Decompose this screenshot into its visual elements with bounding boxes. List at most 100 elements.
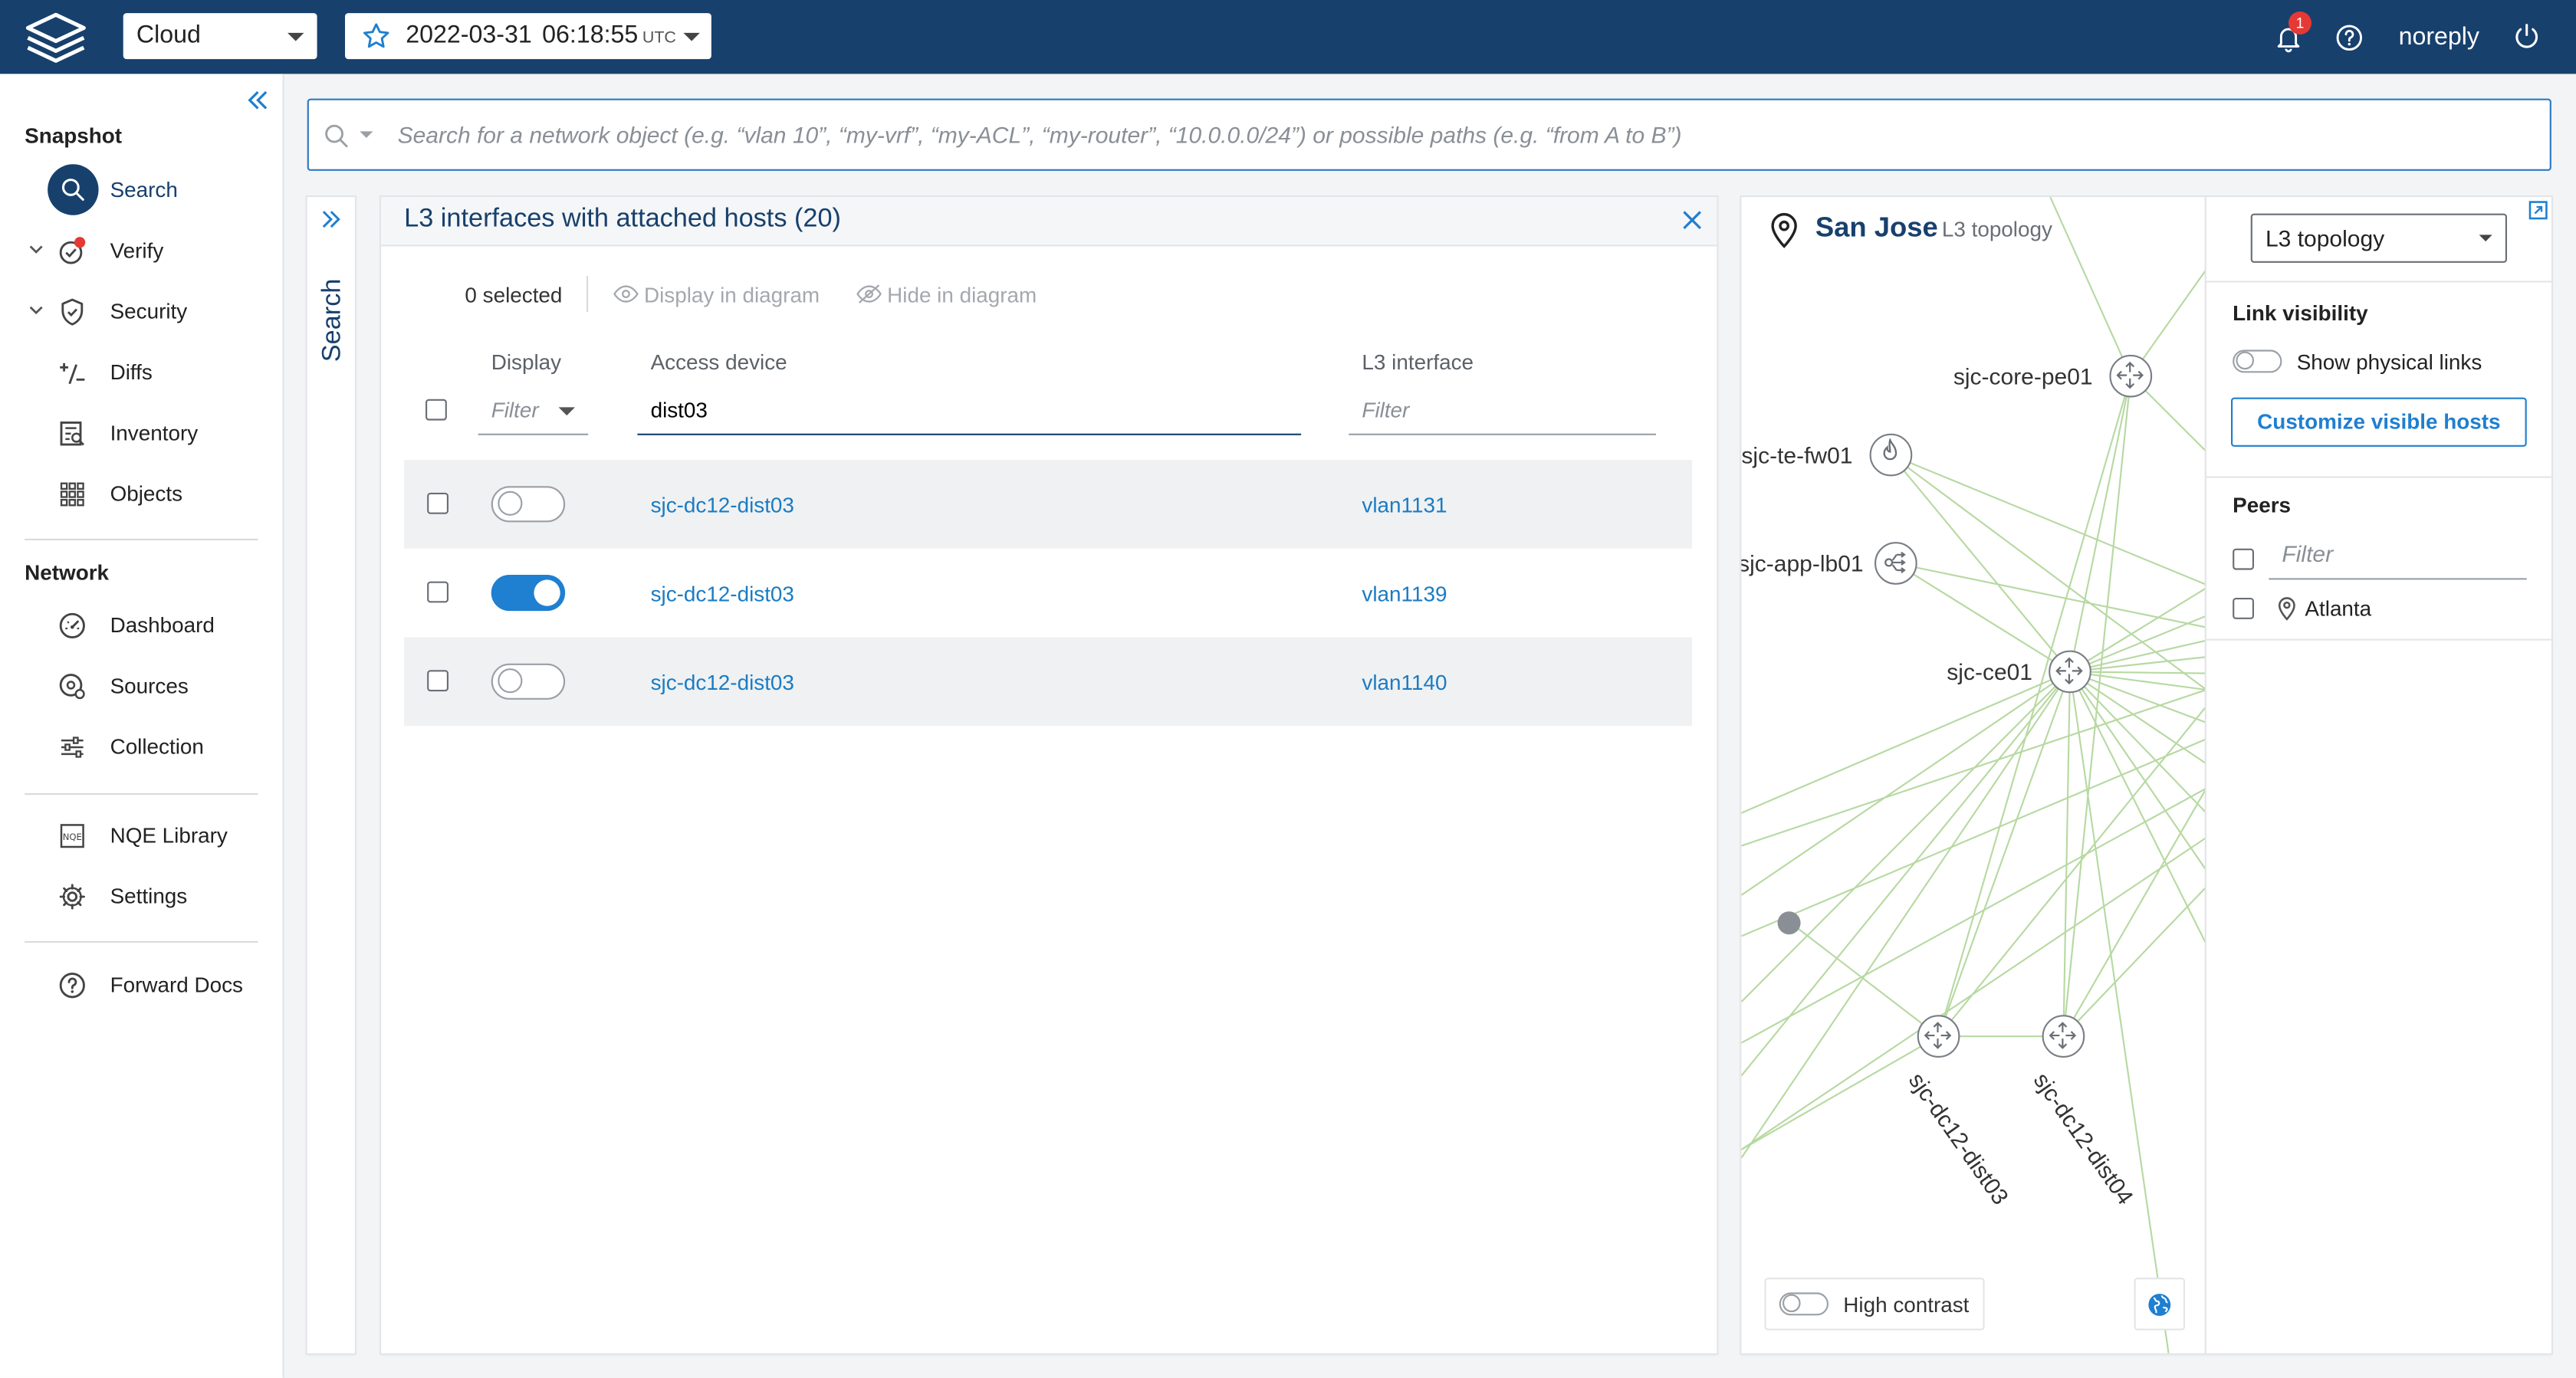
sidebar-item-collection[interactable]: Collection xyxy=(0,720,283,776)
l3-interface-filter-input[interactable] xyxy=(1349,387,1656,431)
results-header xyxy=(381,197,1717,247)
sidebar-item-diffs[interactable]: Diffs xyxy=(0,345,283,401)
router-node[interactable] xyxy=(2049,650,2091,694)
router-icon xyxy=(2116,361,2144,389)
svg-text:NQE: NQE xyxy=(63,832,82,842)
divider xyxy=(2206,281,2551,283)
sidebar-item-search[interactable]: Search xyxy=(0,162,283,218)
close-icon[interactable] xyxy=(1681,208,1704,231)
router-icon xyxy=(1924,1022,1952,1049)
pin-panel-icon[interactable] xyxy=(2528,200,2548,220)
sidebar-item-sources[interactable]: Sources xyxy=(0,658,283,714)
fire-icon xyxy=(1883,438,1898,461)
peers-title: Peers xyxy=(2233,492,2292,517)
sidebar-item-dashboard[interactable]: Dashboard xyxy=(0,598,283,654)
search-input[interactable] xyxy=(397,100,2534,169)
sidebar-item-label: Diffs xyxy=(110,359,153,385)
table-row[interactable]: sjc-dc12-dist03 vlan1139 xyxy=(404,548,1693,638)
search-side-tab[interactable]: Search xyxy=(307,197,355,1353)
user-menu[interactable]: noreply xyxy=(2398,23,2480,51)
access-device-filter[interactable] xyxy=(637,387,1302,435)
sidebar-item-objects[interactable]: Objects xyxy=(0,467,283,523)
globe-icon xyxy=(2148,1294,2171,1316)
globe-button[interactable] xyxy=(2134,1278,2185,1330)
row-checkbox[interactable] xyxy=(427,492,449,514)
router-node[interactable] xyxy=(2109,354,2153,398)
high-contrast-toggle[interactable] xyxy=(1779,1292,1829,1316)
l3-interface-link[interactable]: vlan1139 xyxy=(1362,581,1447,606)
customize-visible-hosts-button[interactable]: Customize visible hosts xyxy=(2231,397,2527,447)
global-search-bar[interactable] xyxy=(307,98,2551,171)
top-bar: Cloud 2022-03-31 06:18:55 UTC 1 noreply xyxy=(0,0,2576,74)
diffs-icon xyxy=(60,363,85,385)
access-device-filter-input[interactable] xyxy=(637,387,1302,431)
l3-interface-link[interactable]: vlan1140 xyxy=(1362,670,1447,695)
toggle-knob xyxy=(498,668,523,694)
display-in-diagram-button[interactable]: Display in diagram xyxy=(613,279,826,312)
peer-checkbox[interactable] xyxy=(2233,598,2254,619)
show-physical-links-toggle[interactable] xyxy=(2233,349,2282,373)
l3-interface-link[interactable]: vlan1131 xyxy=(1362,492,1447,517)
topology-view-select[interactable]: L3 topology xyxy=(2250,213,2507,263)
access-device-link[interactable]: sjc-dc12-dist03 xyxy=(650,670,794,695)
table-row[interactable]: sjc-dc12-dist03 vlan1131 xyxy=(404,460,1693,549)
sidebar: Snapshot Search Verify Secur xyxy=(0,74,284,1378)
help-circle-icon xyxy=(59,973,85,999)
location-pin-icon xyxy=(2278,597,2295,621)
list-item[interactable]: Atlanta xyxy=(2233,593,2528,626)
sidebar-item-verify[interactable]: Verify xyxy=(0,223,283,279)
table-row[interactable]: sjc-dc12-dist03 vlan1140 xyxy=(404,637,1693,727)
router-node[interactable] xyxy=(1917,1015,1960,1058)
power-icon[interactable] xyxy=(2512,21,2542,51)
snapshot-select[interactable]: 2022-03-31 06:18:55 UTC xyxy=(345,13,711,60)
router-node[interactable] xyxy=(2042,1015,2085,1058)
firewall-node[interactable] xyxy=(1869,433,1913,477)
star-icon[interactable] xyxy=(361,21,391,51)
snapshot-section-title: Snapshot xyxy=(25,123,123,148)
high-contrast-label: High contrast xyxy=(1843,1292,1970,1317)
load-balancer-node[interactable] xyxy=(1875,542,1917,585)
search-options-chevron-icon[interactable] xyxy=(360,131,373,138)
host-node[interactable] xyxy=(1777,911,1801,935)
high-contrast-control[interactable]: High contrast xyxy=(1764,1278,1985,1330)
row-checkbox[interactable] xyxy=(427,581,449,603)
column-header-access-device[interactable]: Access device xyxy=(650,349,787,375)
sidebar-item-nqe-library[interactable]: NQE NQE Library xyxy=(0,808,283,864)
peers-filter-input[interactable] xyxy=(2269,532,2527,575)
node-label-te-fw01: sjc-te-fw01 xyxy=(1741,441,1853,468)
selected-count: 0 selected xyxy=(465,282,563,307)
peers-select-all-checkbox[interactable] xyxy=(2233,548,2254,570)
hide-in-diagram-button[interactable]: Hide in diagram xyxy=(856,279,1053,312)
chevron-down-icon[interactable] xyxy=(28,302,44,318)
peers-filter[interactable] xyxy=(2269,532,2527,580)
display-toggle[interactable] xyxy=(491,663,566,700)
divider xyxy=(25,940,258,943)
sidebar-item-security[interactable]: Security xyxy=(0,284,283,340)
sidebar-item-inventory[interactable]: Inventory xyxy=(0,405,283,461)
chevron-down-icon xyxy=(2479,235,2492,241)
access-device-link[interactable]: sjc-dc12-dist03 xyxy=(650,581,794,606)
display-toggle[interactable] xyxy=(491,575,566,612)
collapse-sidebar-icon[interactable] xyxy=(246,89,269,112)
app-logo-icon[interactable] xyxy=(23,11,89,64)
sidebar-item-forward-docs[interactable]: Forward Docs xyxy=(0,957,283,1013)
expand-icon[interactable] xyxy=(320,208,342,230)
display-toggle[interactable] xyxy=(491,486,566,523)
help-icon[interactable] xyxy=(2334,23,2364,53)
row-checkbox[interactable] xyxy=(427,670,449,692)
verify-icon xyxy=(59,237,86,264)
notifications-button[interactable]: 1 xyxy=(2270,11,2312,56)
column-header-l3-interface[interactable]: L3 interface xyxy=(1362,349,1474,375)
workspace-select[interactable]: Cloud xyxy=(123,13,317,60)
display-filter-select[interactable] xyxy=(478,387,589,435)
access-device-link[interactable]: sjc-dc12-dist03 xyxy=(650,492,794,517)
topology-links xyxy=(1741,197,2206,1353)
chevron-down-icon[interactable] xyxy=(28,241,44,258)
column-header-display[interactable]: Display xyxy=(491,349,562,375)
sidebar-item-settings[interactable]: Settings xyxy=(0,869,283,925)
node-label-ce01: sjc-ce01 xyxy=(1947,658,2033,685)
load-balancer-icon xyxy=(1884,551,1906,573)
l3-interface-filter[interactable] xyxy=(1349,387,1656,435)
topology-canvas[interactable]: San Jose L3 topology sjc-core-pe01 sjc-t… xyxy=(1741,197,2206,1353)
select-all-checkbox[interactable] xyxy=(426,399,447,421)
